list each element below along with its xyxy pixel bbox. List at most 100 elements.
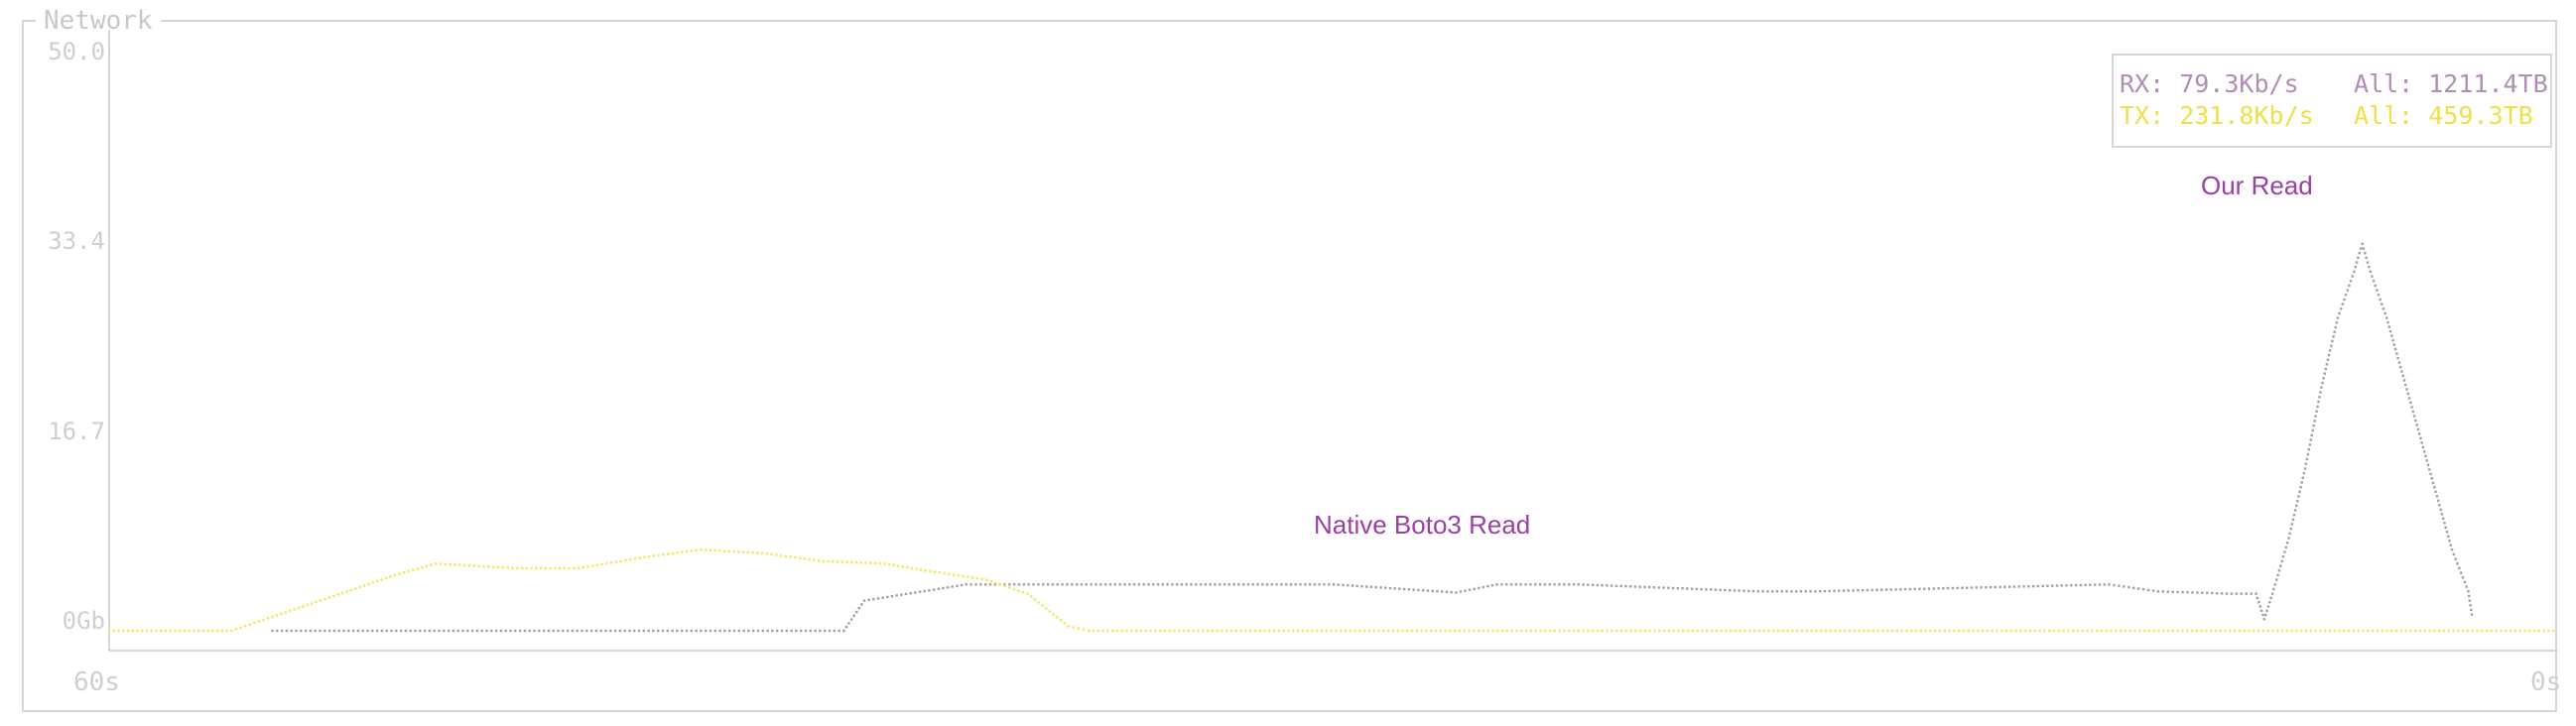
series-dot [306,603,309,607]
series-dot [2442,629,2446,633]
series-dot [951,585,954,588]
series-dot [662,553,665,556]
series-dot [946,586,950,589]
series-dot [2395,352,2398,355]
series-dot [1881,629,1884,633]
series-dot [1032,583,1035,586]
series-dot [690,629,693,633]
series-dot [2338,629,2341,633]
y-tick-label: 16.7 [48,418,105,445]
series-dot [2196,591,2199,594]
series-dot [2377,294,2381,297]
y-tick-label: 0Gb [62,607,105,635]
series-dot [1781,629,1785,633]
series-dot [2434,490,2437,493]
series-dot [266,617,270,620]
series-dot [989,580,993,583]
series-dot [280,612,283,616]
series-dot [1051,583,1055,586]
series-dot [1219,583,1222,586]
series-dot [2259,609,2263,612]
series-dot [833,629,836,633]
series-dot [1403,587,1406,591]
series-dot [1012,587,1015,591]
series-dot [671,629,674,633]
series-dot [2505,629,2508,633]
series-dot [1866,588,1869,592]
series-dot [2376,289,2379,292]
series-dot [1275,583,1278,586]
series-dot [1652,586,1656,589]
series-dot [2412,415,2416,418]
series-dot [2147,629,2151,633]
series-dot [1225,629,1228,633]
series-dot [1027,583,1030,586]
series-dot [2340,307,2343,310]
series-dot [136,629,139,633]
series-dot [857,607,860,610]
series-dot [2364,252,2367,255]
series-dot [1017,583,1021,586]
series-dot [1406,629,1409,633]
series-dot [2348,284,2351,288]
series-dot [211,629,214,633]
series-dot [225,629,228,633]
series-dot [2328,629,2332,633]
series-dot [1587,629,1590,633]
series-dot [1986,629,1990,633]
series-dot [1316,629,1319,633]
series-dot [2400,370,2403,373]
series-dot [1785,590,1788,593]
series-tx [107,548,2555,633]
series-dot [535,566,538,570]
series-dot [150,629,153,633]
series-dot [2415,424,2418,426]
series-dot [864,561,867,564]
series-dot [1918,587,1921,590]
series-dot [2186,629,2189,633]
series-dot [439,562,443,565]
series-dot [2086,629,2089,633]
series-dot [332,594,335,598]
series-dot [520,566,524,570]
series-dot [1454,629,1457,633]
series-dot [340,591,344,595]
series-dot [1142,583,1145,586]
series-dot [849,618,853,621]
series-dot [547,629,551,633]
series-dot [789,555,792,558]
series-dot [943,571,946,575]
series-dot [1505,583,1508,586]
series-dot [311,602,314,605]
series-dot [1115,629,1119,633]
series-dot [852,614,855,617]
series-dot [206,629,209,633]
series-dot [1858,629,1861,633]
series-dot [2070,584,2073,587]
series-dot [2452,629,2455,633]
series-dot [1410,629,1414,633]
series-dot [2401,374,2404,378]
series-dot [2127,585,2130,589]
series-dot [1192,629,1195,633]
series-dot [795,629,798,633]
series-dot [2448,540,2451,543]
series-dot [761,629,764,633]
series-dot [1458,629,1462,633]
series-dot [800,629,803,633]
series-dot [770,552,773,556]
series-dot [798,556,802,559]
series-dot [366,629,369,633]
legend-rx-rate: RX: 79.3Kb/s [2120,69,2299,98]
series-dot [1444,629,1447,633]
series-dot [1796,629,1799,633]
series-dot [1790,590,1793,593]
series-dot [1833,589,1836,592]
series-dot [539,566,543,570]
series-dot [1163,629,1167,633]
series-dot [482,564,485,568]
series-dot [1734,629,1738,633]
series-dot [1596,583,1600,587]
series-dot [2288,532,2291,536]
series-dot [496,565,500,568]
